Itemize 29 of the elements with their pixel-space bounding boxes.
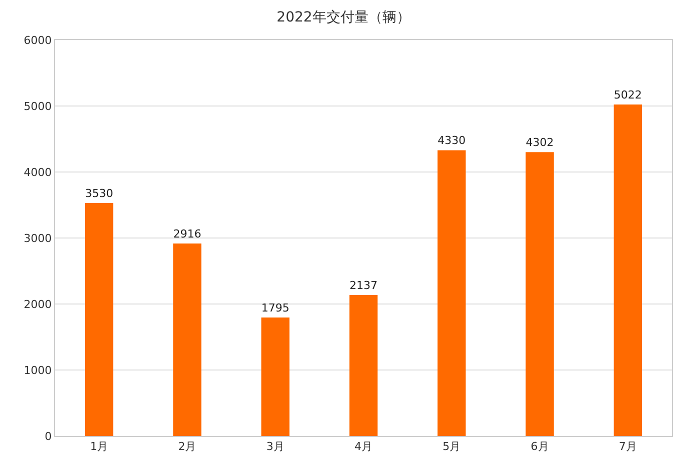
bar [438,150,466,436]
y-tick-label: 1000 [24,364,52,377]
x-tick-label: 1月 [90,440,108,454]
y-tick-label: 5000 [24,100,52,113]
bar [84,203,114,436]
data-label: 4302 [526,136,554,150]
bar [526,152,554,436]
x-tick-label: 2月 [178,440,196,454]
x-tick-label: 6月 [530,440,549,454]
data-label: 3530 [85,187,114,200]
y-tick-label: 0 [44,430,52,443]
y-tick-label: 3000 [24,232,52,245]
data-label: 2137 [350,278,378,292]
bar [349,294,378,436]
data-label: 1795 [261,302,290,315]
y-tick-label: 6000 [24,34,52,47]
bar [614,104,642,436]
data-label: 2916 [173,228,202,241]
data-label: 5022 [614,88,642,102]
data-label: 4330 [438,134,466,148]
x-tick-label: 7月 [618,440,637,454]
bar [173,244,202,436]
y-tick-label: 2000 [24,298,52,311]
x-tick-label: 5月 [442,440,461,454]
bar [261,318,290,436]
chart-title: 2022年交付量（辆） [276,10,410,26]
y-tick-label: 4000 [24,166,52,179]
x-tick-label: 4月 [354,440,372,454]
x-tick-label: 3月 [266,440,284,454]
